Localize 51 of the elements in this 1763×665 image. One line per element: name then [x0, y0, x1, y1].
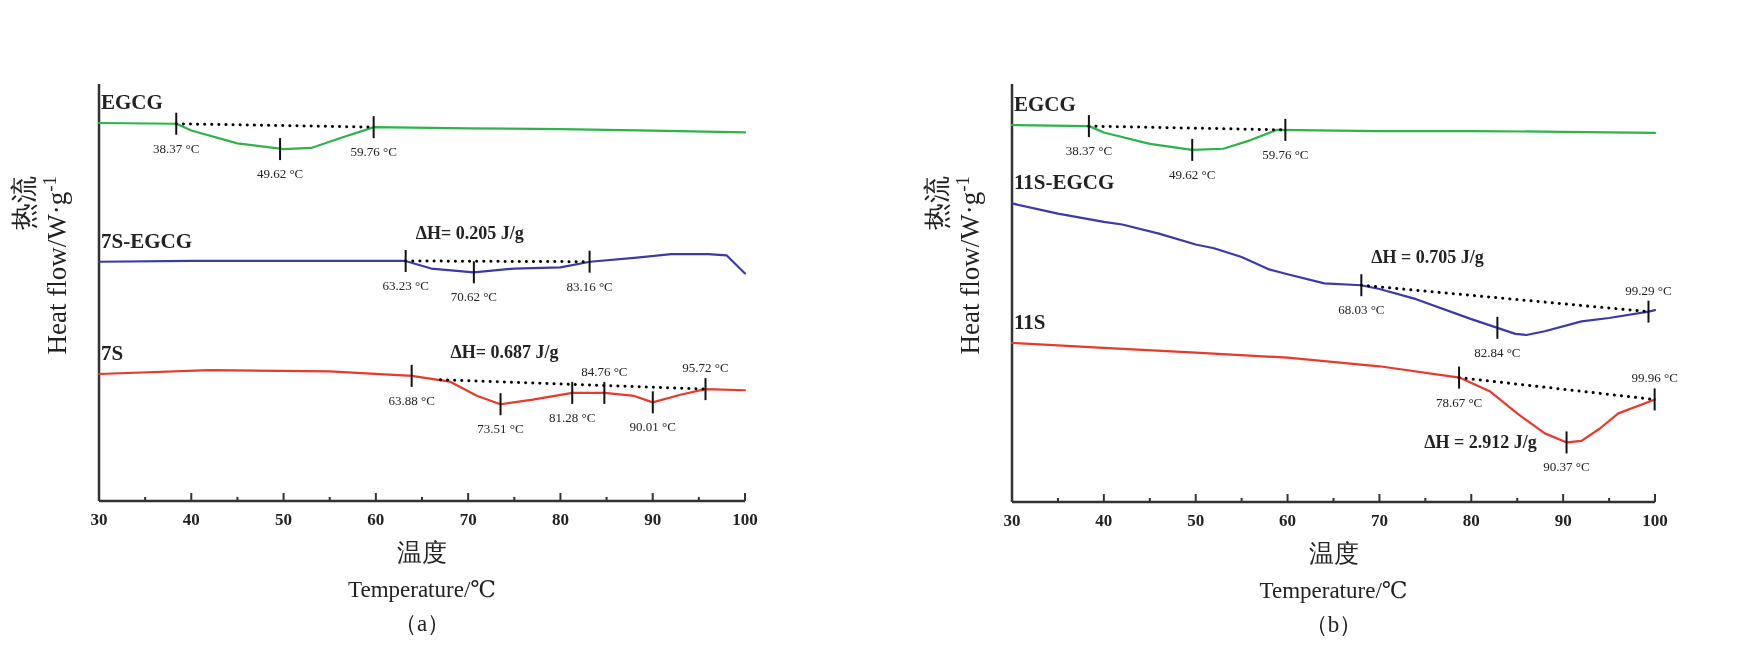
series-label: EGCG — [1014, 92, 1076, 116]
annotation: 90.37 °C — [1543, 459, 1590, 475]
annotation: 84.76 °C — [581, 363, 628, 379]
x-tick-label: 30 — [90, 510, 108, 529]
annotation: 82.84 °C — [1474, 344, 1521, 360]
annotation: 63.23 °C — [382, 277, 429, 293]
annotation: 90.01 °C — [629, 419, 676, 435]
x-tick-label: 90 — [1554, 511, 1572, 530]
annotation: 83.16 °C — [566, 278, 613, 294]
x-axis-title: 温度 Temperature/℃ — [348, 539, 496, 602]
x-tick-label: 60 — [1279, 511, 1297, 530]
annotation: 70.62 °C — [450, 289, 498, 305]
x-axis-title: 温度 Temperature/℃ — [1259, 540, 1408, 603]
annotation: ΔH = 0.705 J/g — [1371, 247, 1484, 268]
x-tick-label: 90 — [644, 510, 662, 529]
x-tick-label: 70 — [1370, 511, 1388, 530]
x-tick-label: 100 — [732, 510, 758, 529]
annotation: 63.88 °C — [388, 392, 435, 408]
x-tick-label: 80 — [551, 510, 569, 529]
x-tick-label: 50 — [1187, 511, 1205, 530]
annotation: 78.67 °C — [1435, 394, 1483, 410]
x-tick-label: 50 — [275, 510, 293, 529]
series-label: 11S — [1014, 309, 1046, 334]
series-label: EGCG — [101, 90, 163, 114]
series-label: 11S-EGCG — [1014, 170, 1115, 195]
annotation: 38.37 °C — [153, 140, 200, 156]
annotation: 99.29 °C — [1625, 282, 1672, 298]
annotation: 99.96 °C — [1631, 370, 1678, 386]
x-tick-label: 70 — [459, 510, 477, 529]
annotation: ΔH = 2.912 J/g — [1424, 432, 1537, 453]
annotation: ΔH= 0.687 J/g — [450, 341, 559, 362]
x-tick-label: 40 — [1095, 511, 1113, 530]
annotation: 59.76 °C — [1262, 146, 1309, 162]
annotation: ΔH= 0.205 J/g — [415, 222, 524, 243]
annotation: 49.62 °C — [256, 166, 304, 182]
text: （b） — [1304, 612, 1363, 637]
text: （a） — [393, 611, 451, 636]
series-label: 7S — [101, 340, 124, 365]
x-tick-label: 60 — [367, 510, 385, 529]
x-tick-label: 100 — [1642, 511, 1668, 530]
x-tick-label: 80 — [1462, 511, 1480, 530]
x-tick-label: 40 — [182, 510, 200, 529]
annotation: 49.62 °C — [1169, 166, 1216, 182]
x-tick-label: 30 — [1003, 511, 1021, 530]
annotation: 73.51 °C — [477, 421, 524, 437]
annotation: 59.76 °C — [350, 144, 397, 160]
annotation: 38.37 °C — [1065, 143, 1113, 159]
annotation: 81.28 °C — [549, 409, 596, 425]
series-label: 7S-EGCG — [101, 228, 193, 253]
annotation: 68.03 °C — [1338, 302, 1385, 318]
annotation: 95.72 °C — [682, 360, 729, 376]
